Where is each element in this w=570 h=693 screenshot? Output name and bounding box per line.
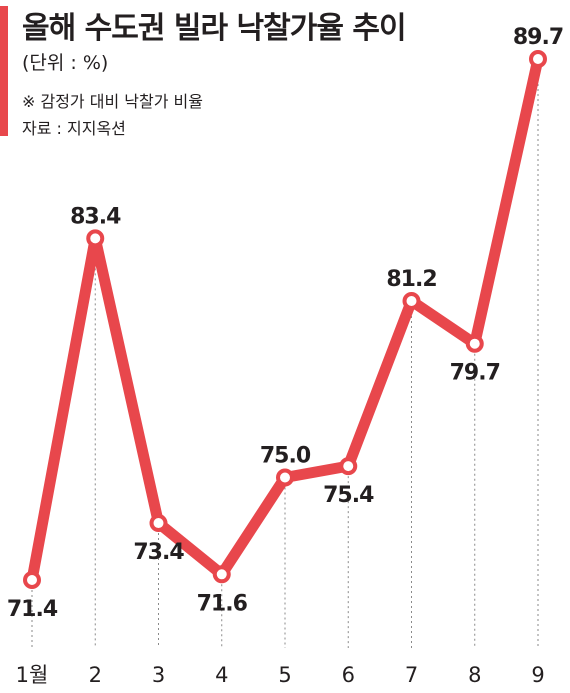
data-label-2: 83.4: [70, 204, 121, 229]
x-tick-label-6: 6: [342, 663, 355, 687]
data-point-9: [529, 50, 547, 68]
data-label-5: 75.0: [260, 444, 311, 469]
x-tick-label-3: 3: [152, 663, 165, 687]
data-label-8: 79.7: [450, 361, 500, 386]
data-point-1: [23, 571, 41, 589]
source-text: 자료 : 지지옥션: [22, 119, 126, 138]
data-point-6: [339, 457, 358, 476]
data-label-9: 89.7: [513, 25, 563, 50]
x-axis-ticks: 1월 2 3 4 5 6 7 8 9: [16, 663, 545, 687]
data-point-8: [465, 334, 484, 353]
data-point-5: [276, 468, 294, 487]
series-polyline: [26, 53, 544, 586]
data-label-3: 73.4: [133, 540, 184, 565]
series-line: [26, 53, 544, 586]
guide-lines: [31, 59, 539, 648]
data-label-4: 71.6: [197, 591, 248, 616]
data-point-4: [212, 565, 231, 584]
data-markers: [23, 50, 547, 589]
data-label-1: 71.4: [7, 597, 58, 622]
note-text: ※ 감정가 대비 낙찰가 비율: [22, 92, 203, 111]
x-tick-label-7: 7: [405, 663, 418, 687]
data-point-7: [402, 291, 421, 310]
unit-label: (단위 : %): [22, 52, 109, 74]
data-label-7: 81.2: [386, 267, 436, 292]
x-tick-label-1: 1월: [16, 663, 49, 687]
data-point-2: [86, 229, 105, 248]
data-label-6: 75.4: [323, 483, 374, 508]
x-tick-label-9: 9: [531, 663, 544, 687]
data-labels: 71.4 83.4 73.4 71.6 75.0 75.4 81.2 79.7 89.7: [7, 25, 564, 622]
x-tick-label-2: 2: [89, 663, 102, 687]
x-tick-label-5: 5: [278, 663, 291, 687]
title-accent-bar: [0, 6, 8, 136]
x-tick-label-4: 4: [215, 663, 228, 687]
x-tick-label-8: 8: [468, 663, 481, 687]
chart-title: 올해 수도권 빌라 낙찰가율 추이: [22, 11, 407, 46]
data-point-3: [149, 514, 168, 533]
